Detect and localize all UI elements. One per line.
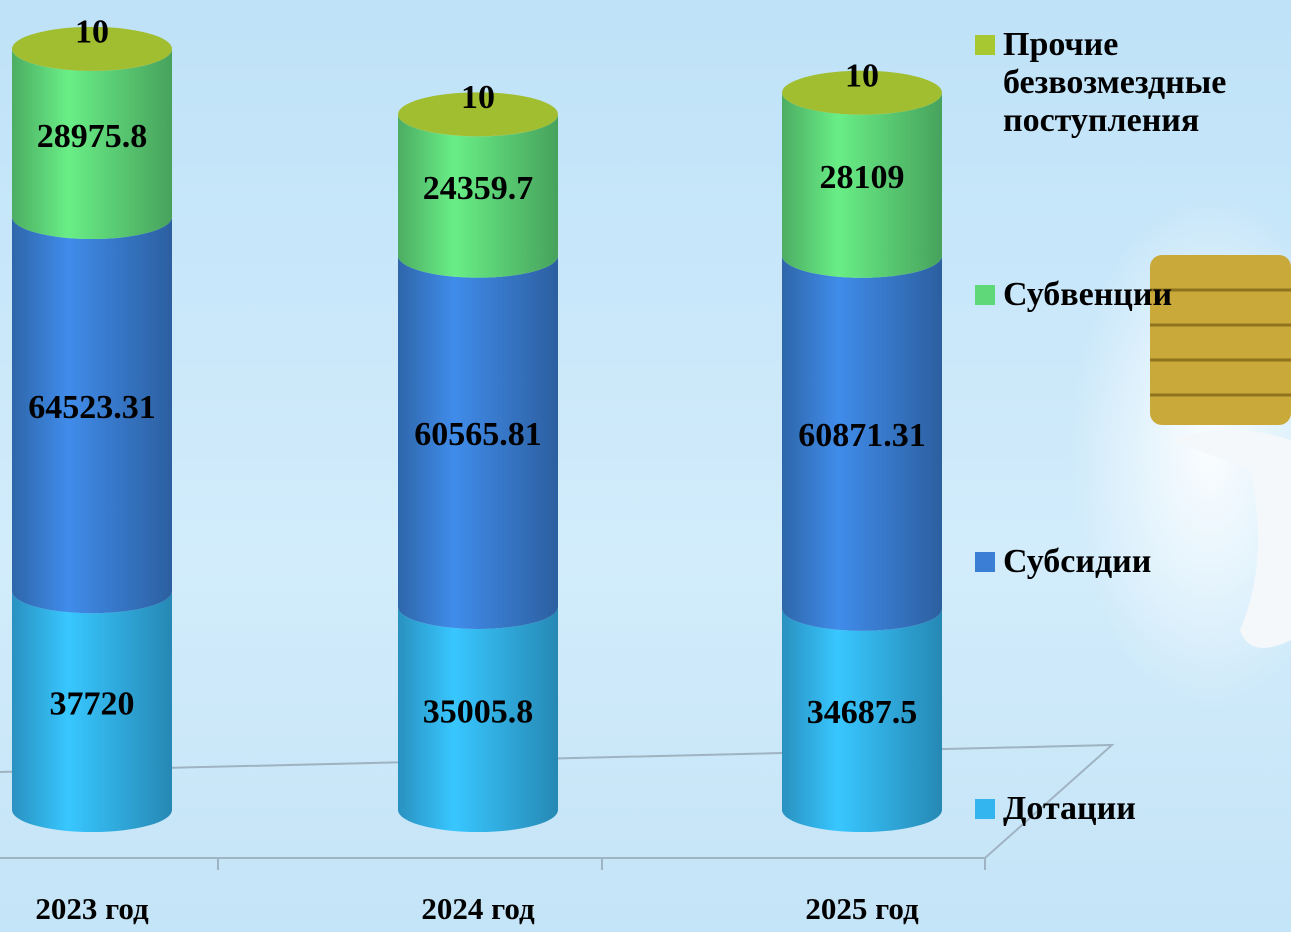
bar-segment bbox=[398, 114, 558, 278]
bars bbox=[12, 26, 942, 832]
data-label: 35005.8 bbox=[423, 693, 534, 730]
bar-top bbox=[12, 26, 172, 71]
legend-item: Субсидии bbox=[975, 543, 1291, 581]
bar-segment bbox=[398, 255, 558, 629]
legend-swatch bbox=[975, 285, 995, 305]
bar-segment bbox=[12, 216, 172, 614]
legend-swatch bbox=[975, 799, 995, 819]
legend-label: Дотации bbox=[1003, 790, 1136, 827]
x-tick-label: 2025 год bbox=[805, 891, 919, 926]
data-label: 60871.31 bbox=[798, 417, 926, 454]
bar-segment bbox=[398, 606, 558, 832]
data-label: 10 bbox=[461, 79, 495, 116]
legend-label: Прочие безвозмездные поступления bbox=[1003, 26, 1227, 139]
coins bbox=[1150, 255, 1291, 648]
bar-segment bbox=[782, 608, 942, 832]
legend-item: Прочие безвозмездные поступления bbox=[975, 26, 1291, 140]
data-label: 10 bbox=[75, 14, 109, 51]
data-label: 34687.5 bbox=[807, 694, 918, 731]
bar-segment bbox=[12, 48, 172, 239]
data-label: 64523.31 bbox=[28, 389, 156, 426]
data-label: 28975.8 bbox=[37, 118, 148, 155]
legend-item: Дотации bbox=[975, 790, 1291, 828]
bar-top bbox=[398, 92, 558, 137]
data-label: 10 bbox=[845, 57, 879, 94]
legend-item: Субвенции bbox=[975, 276, 1291, 314]
data-label: 37720 bbox=[50, 685, 135, 722]
bar-segment bbox=[782, 92, 942, 278]
labels: 37720 64523.31 28975.8 10 2023 год 35005.8 605… bbox=[28, 14, 926, 926]
data-label: 28109 bbox=[820, 159, 905, 196]
bar-segment bbox=[12, 591, 172, 832]
legend-swatch bbox=[975, 552, 995, 572]
data-label: 60565.81 bbox=[414, 416, 542, 453]
data-label: 24359.7 bbox=[423, 170, 534, 207]
bar-segment bbox=[782, 255, 942, 631]
bar-top bbox=[782, 70, 942, 115]
legend-swatch bbox=[975, 35, 995, 55]
legend-label: Субсидии bbox=[1003, 543, 1152, 580]
x-tick-label: 2023 год bbox=[35, 891, 149, 926]
legend-label: Субвенции bbox=[1003, 276, 1173, 313]
x-tick-label: 2024 год bbox=[421, 891, 535, 926]
